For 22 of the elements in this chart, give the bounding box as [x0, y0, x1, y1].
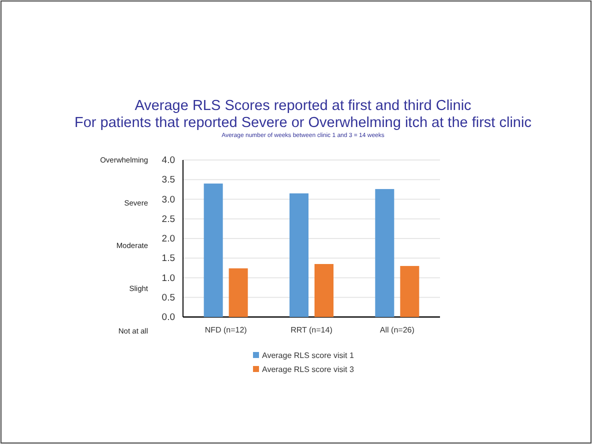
x-tick-label: RRT (n=14) [290, 326, 333, 335]
bar [228, 268, 248, 317]
y-tick-label: 2.5 [162, 214, 175, 225]
y-tick-label: 4.0 [162, 155, 175, 166]
y-tick-label: 1.5 [162, 253, 175, 264]
chart-subtitle: For patients that reported Severe or Overwhelming itch at the first clinic [74, 115, 532, 131]
y-tick-label: 2.0 [162, 234, 175, 245]
y-tick-label: 3.5 [162, 174, 175, 186]
y-tick-label: 0.5 [162, 292, 175, 304]
x-tick-label: All (n=26) [380, 326, 415, 335]
bar [400, 266, 420, 317]
chart-title: Average RLS Scores reported at first and third Clinic [134, 98, 472, 114]
legend-label: Average RLS score visit 1 [262, 350, 354, 360]
x-tick-label: NFD (n=12) [204, 326, 248, 335]
y-tick-label: 0.0 [162, 312, 175, 324]
bar [290, 193, 308, 317]
bar [375, 189, 394, 317]
bar [204, 184, 223, 317]
legend-label: Average RLS score visit 3 [262, 364, 354, 374]
y-tick-label: 1.0 [162, 272, 175, 284]
y-tick-label: 3.0 [162, 194, 175, 206]
bar [314, 264, 334, 317]
